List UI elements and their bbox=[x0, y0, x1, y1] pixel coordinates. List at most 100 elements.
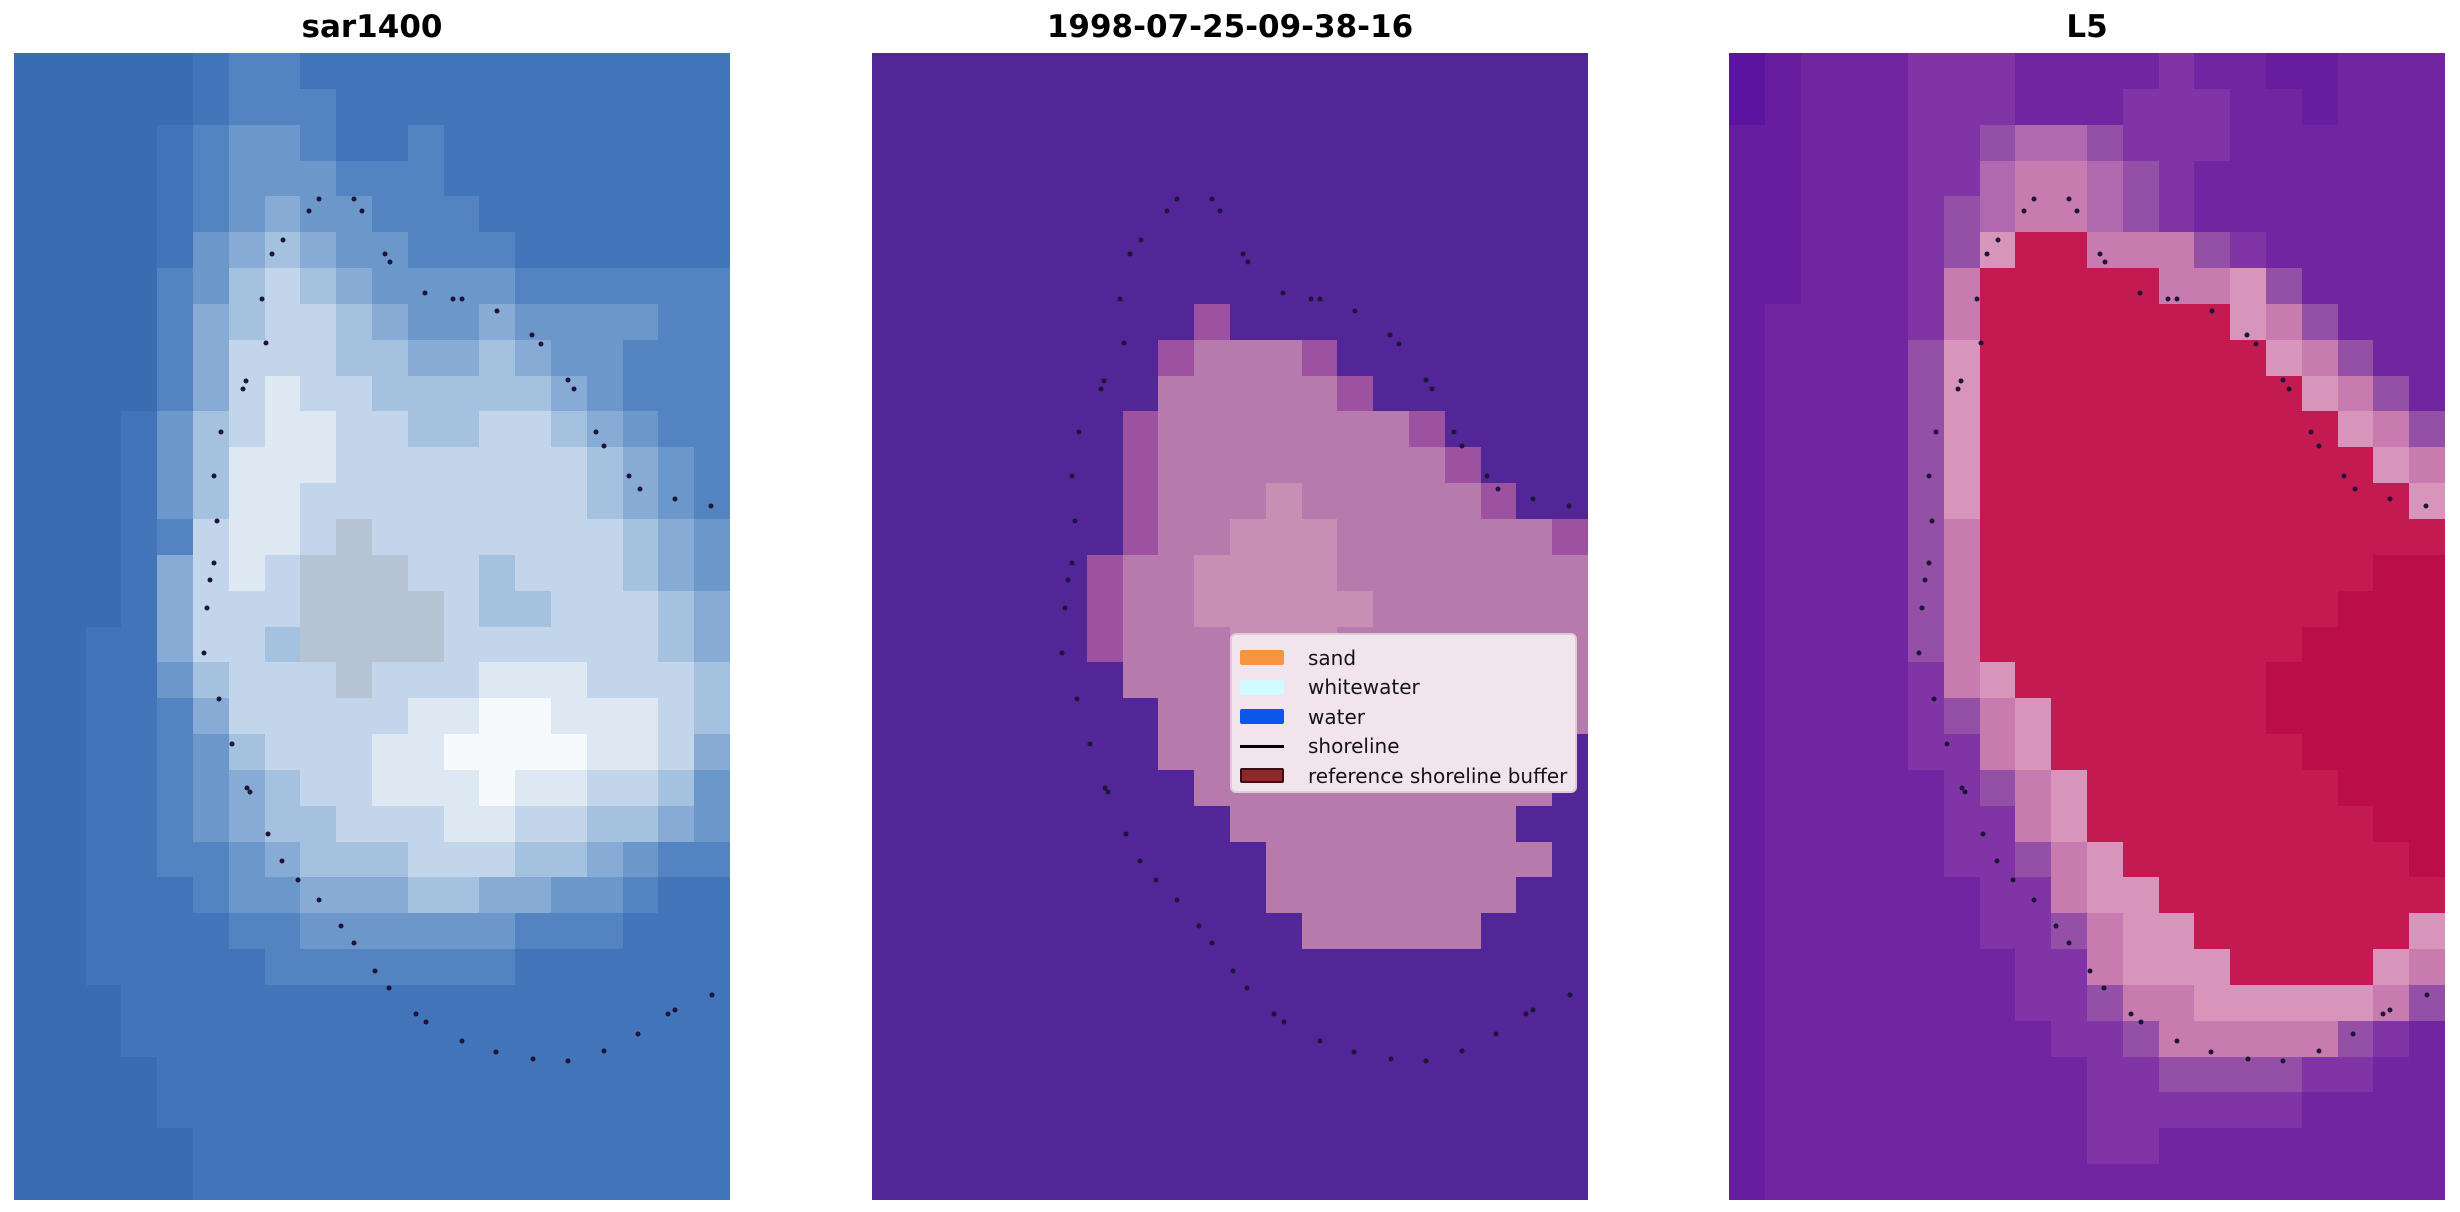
pixel-cell bbox=[2373, 232, 2410, 269]
pixel-cell bbox=[694, 554, 730, 591]
legend-entry-sand: sand bbox=[1240, 643, 1575, 673]
pixel-cell bbox=[2301, 984, 2338, 1021]
pixel-cell bbox=[943, 877, 980, 914]
pixel-cell bbox=[979, 913, 1016, 950]
pixel-cell bbox=[1015, 411, 1051, 448]
pixel-cell bbox=[694, 698, 730, 735]
pixel-cell bbox=[1265, 590, 1302, 627]
pixel-cell bbox=[2086, 949, 2123, 985]
pixel-cell bbox=[907, 196, 944, 233]
pixel-cell bbox=[1444, 124, 1481, 161]
pixel-cell bbox=[479, 268, 516, 304]
pixel-cell bbox=[2373, 769, 2410, 806]
pixel-cell bbox=[515, 949, 551, 985]
legend-entry-reference-shoreline-buffer: reference shoreline buffer bbox=[1240, 761, 1575, 791]
pixel-cell bbox=[85, 662, 122, 699]
pixel-cell bbox=[85, 160, 122, 197]
pixel-cell bbox=[300, 339, 337, 376]
pixel-cell bbox=[1408, 53, 1445, 89]
pixel-cell bbox=[1015, 483, 1051, 519]
pixel-cell bbox=[1301, 268, 1338, 304]
pixel-cell bbox=[2373, 734, 2410, 770]
pixel-cell bbox=[550, 160, 587, 197]
pixel-cell bbox=[121, 949, 158, 985]
pixel-cell bbox=[2301, 1020, 2338, 1057]
pixel-cell bbox=[586, 447, 623, 484]
pixel-cell bbox=[1480, 841, 1517, 878]
pixel-cell bbox=[1907, 53, 1944, 89]
pixel-cell bbox=[1800, 196, 1837, 233]
pixel-cell bbox=[622, 841, 659, 878]
pixel-cell bbox=[907, 590, 944, 627]
pixel-cell bbox=[1800, 518, 1837, 555]
pixel-cell bbox=[1516, 1020, 1553, 1057]
pixel-cell bbox=[2230, 1020, 2266, 1057]
pixel-cell bbox=[192, 303, 229, 340]
pixel-cell bbox=[157, 1092, 193, 1129]
pixel-cell bbox=[1229, 1092, 1266, 1129]
pixel-cell bbox=[1158, 1128, 1195, 1165]
pixel-cell bbox=[264, 447, 301, 484]
pixel-cell bbox=[1516, 1056, 1553, 1093]
pixel-cell bbox=[85, 734, 122, 770]
pixel-cell bbox=[1444, 1056, 1481, 1093]
pixel-cell bbox=[1943, 841, 1980, 878]
pixel-cell bbox=[192, 196, 229, 233]
pixel-cell bbox=[1729, 913, 1765, 950]
pixel-cell bbox=[2230, 769, 2266, 806]
pixel-cell bbox=[1122, 268, 1159, 304]
pixel-cell bbox=[2230, 447, 2266, 484]
pixel-cell bbox=[1337, 411, 1374, 448]
pixel-cell bbox=[14, 1092, 50, 1129]
pixel-cell bbox=[228, 805, 265, 842]
pixel-cell bbox=[1872, 590, 1908, 627]
pixel-cell bbox=[943, 1056, 980, 1093]
pixel-cell bbox=[1979, 1128, 2016, 1165]
pixel-cell bbox=[2086, 662, 2123, 699]
pixel-cell bbox=[2015, 411, 2052, 448]
pixel-cell bbox=[1943, 268, 1980, 304]
pixel-cell bbox=[2301, 554, 2338, 591]
pixel-cell bbox=[2158, 841, 2195, 878]
pixel-cell bbox=[1373, 196, 1409, 233]
pixel-cell bbox=[1872, 411, 1908, 448]
pixel-cell bbox=[1158, 877, 1195, 914]
pixel-cell bbox=[371, 375, 408, 412]
pixel-cell bbox=[1301, 913, 1338, 950]
pixel-cell bbox=[2194, 877, 2231, 914]
pixel-cell bbox=[658, 1128, 695, 1165]
pixel-cell bbox=[1872, 196, 1908, 233]
pixel-cell bbox=[1480, 232, 1517, 269]
pixel-cell bbox=[2086, 375, 2123, 412]
pixel-cell bbox=[943, 447, 980, 484]
pixel-cell bbox=[1800, 734, 1837, 770]
pixel-cell bbox=[121, 662, 158, 699]
pixel-cell bbox=[407, 1092, 444, 1129]
pixel-cell bbox=[2051, 518, 2087, 555]
pixel-cell bbox=[1265, 913, 1302, 950]
pixel-cell bbox=[2337, 483, 2374, 519]
pixel-cell bbox=[479, 698, 516, 735]
pixel-cell bbox=[1516, 554, 1553, 591]
pixel-cell bbox=[1194, 124, 1230, 161]
pixel-cell bbox=[371, 626, 408, 663]
pixel-cell bbox=[336, 1020, 372, 1057]
pixel-cell bbox=[2265, 88, 2302, 125]
pixel-cell bbox=[2265, 805, 2302, 842]
pixel-cell bbox=[1194, 841, 1230, 878]
pixel-cell bbox=[2158, 483, 2195, 519]
pixel-cell bbox=[1516, 877, 1553, 914]
pixel-cell bbox=[1907, 303, 1944, 340]
pixel-cell bbox=[85, 949, 122, 985]
pixel-cell bbox=[2015, 518, 2052, 555]
pixel-cell bbox=[586, 769, 623, 806]
pixel-cell bbox=[1729, 1092, 1765, 1129]
pixel-cell bbox=[157, 124, 193, 161]
pixel-cell bbox=[2373, 805, 2410, 842]
pixel-cell bbox=[872, 662, 908, 699]
pixel-cell bbox=[1265, 232, 1302, 269]
pixel-cell bbox=[157, 303, 193, 340]
pixel-cell bbox=[1229, 554, 1266, 591]
pixel-cell bbox=[2409, 124, 2445, 161]
pixel-cell bbox=[2015, 1164, 2052, 1200]
